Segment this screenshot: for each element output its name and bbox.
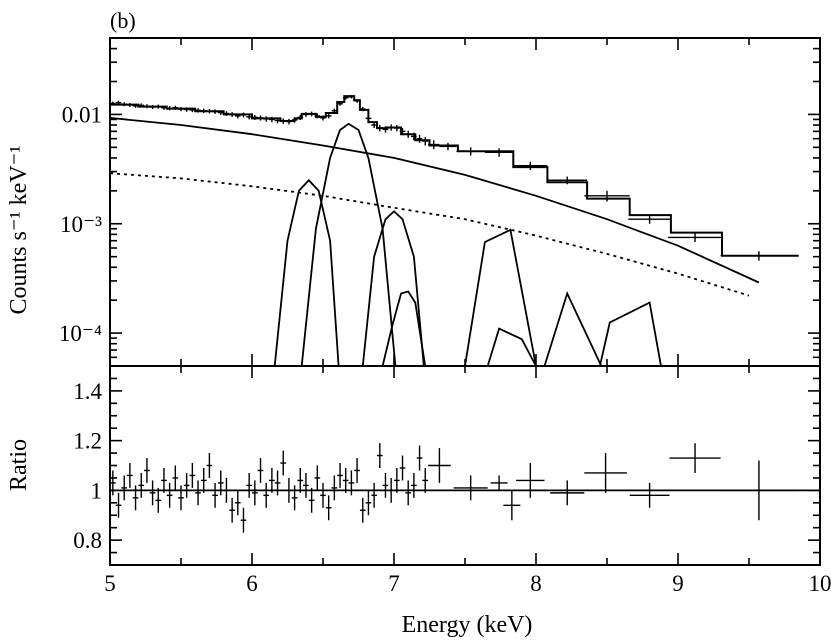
x-tick-label: 9	[672, 571, 684, 596]
model-line-7-0-kev	[361, 210, 425, 366]
x-tick-label: 6	[246, 571, 258, 596]
panel-label: (b)	[110, 8, 136, 33]
y-tick-label: 10⁻⁴	[59, 321, 102, 346]
model-continuum-solid-	[110, 117, 760, 284]
x-tick-label: 7	[388, 571, 400, 596]
x-tick-label: 8	[530, 571, 542, 596]
ratio-axis-label: Ratio	[6, 439, 32, 491]
spectrum-panel: Counts s⁻¹ keV⁻¹ 0.01 10⁻³ 10⁻⁴	[6, 37, 821, 367]
x-axis-label: Energy (keV)	[402, 612, 533, 638]
spectrum-plot-area	[110, 95, 799, 366]
bottom-frame	[109, 365, 821, 566]
ratio-plot-area	[110, 443, 820, 533]
ratio-tick-label: 1	[91, 478, 103, 503]
total-model-step-line	[110, 95, 799, 257]
x-tick-label: 5	[104, 571, 116, 596]
x-tick-label: 10	[809, 571, 831, 596]
model-line-8-5-kev	[599, 301, 662, 366]
model-line-7-9-kev	[486, 327, 537, 366]
model-line-7-1-kev	[381, 290, 427, 366]
ratio-tick-label: 1.2	[73, 429, 102, 454]
ratio-tick-label: 1.4	[73, 379, 102, 404]
model-continuum-dotted-	[110, 172, 750, 297]
y-tick-label: 10⁻³	[60, 212, 102, 237]
model-line-6-7-kev	[300, 122, 397, 366]
ratio-tick-label: 0.8	[73, 528, 102, 553]
ratio-panel: Ratio 5 6 7 8 9 10 0.8 1 1.2 1.4	[6, 365, 831, 596]
y-axis-label: Counts s⁻¹ keV⁻¹	[6, 145, 32, 314]
top-frame	[109, 37, 821, 367]
model-line-7-8-kev	[464, 228, 537, 366]
model-line-8-2-kev	[543, 291, 603, 366]
model-line-6-4-kev	[273, 178, 340, 366]
y-tick-label: 0.01	[62, 102, 102, 127]
